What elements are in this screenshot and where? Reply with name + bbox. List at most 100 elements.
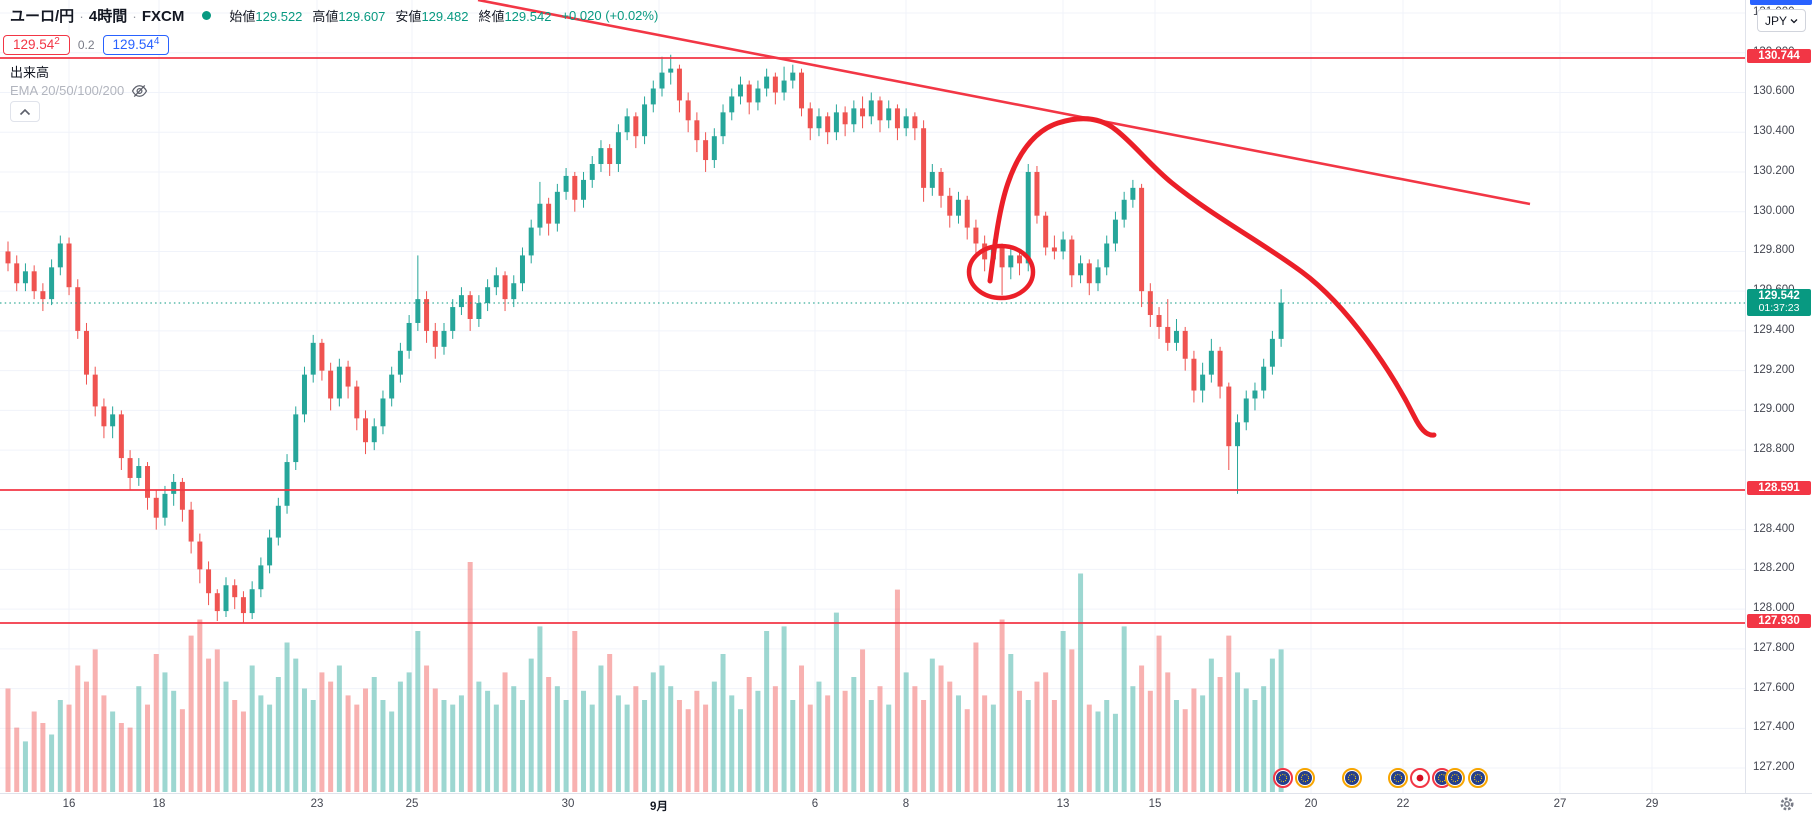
time-tick-label: 8 xyxy=(902,798,910,810)
price-tick-label: 129.000 xyxy=(1753,403,1795,416)
volume-bar xyxy=(1226,635,1232,792)
price-line-label[interactable]: 130.744 xyxy=(1747,49,1811,63)
symbol-title[interactable]: ユーロ/円 · 4時間 · FXCM xyxy=(10,7,185,25)
drawn-circle-annotation[interactable] xyxy=(966,243,1036,301)
volume-bar xyxy=(720,654,726,792)
volume-bar xyxy=(947,681,953,792)
candle-body xyxy=(171,481,177,494)
chevron-up-icon xyxy=(19,108,31,115)
volume-bar xyxy=(136,686,142,792)
volume-bar xyxy=(1025,700,1031,792)
eye-off-icon[interactable] xyxy=(131,84,148,98)
volume-bar xyxy=(101,695,107,792)
market-status-dot[interactable] xyxy=(202,10,212,20)
price-change: +0.020 (+0.02%) xyxy=(561,7,659,23)
candle-body xyxy=(1252,390,1258,399)
collapse-legend-button[interactable] xyxy=(10,101,40,122)
volume-bar xyxy=(903,672,909,792)
volume-bar xyxy=(476,681,482,792)
event-icon-eu[interactable] xyxy=(1388,768,1408,788)
price-line-label[interactable]: 128.591 xyxy=(1747,481,1811,495)
current-price-label[interactable]: 129.542 01:37:23 xyxy=(1747,289,1811,316)
event-icon-eu[interactable] xyxy=(1273,768,1293,788)
chart-header: ユーロ/円 · 4時間 · FXCM 始値129.522 高値129.607 安… xyxy=(10,4,658,26)
volume-bars xyxy=(5,562,1284,792)
event-icon-eu[interactable] xyxy=(1468,768,1488,788)
volume-bar xyxy=(22,741,28,792)
volume-bar xyxy=(685,709,691,792)
price-tick-label: 130.200 xyxy=(1753,164,1795,177)
event-icon-eu[interactable] xyxy=(1295,768,1315,788)
candle-body xyxy=(450,307,456,331)
candle-body xyxy=(1008,255,1014,268)
ask-price-button[interactable]: 129.544 xyxy=(102,35,170,55)
volume-bar xyxy=(807,704,813,792)
candle-body xyxy=(397,350,403,375)
descending-trendline[interactable] xyxy=(477,0,1531,206)
price-axis[interactable]: 131.000130.800130.600130.400130.200130.0… xyxy=(1745,0,1812,793)
candle-body xyxy=(110,414,116,427)
drawn-curve-arrow[interactable] xyxy=(987,116,1437,438)
volume-bar xyxy=(781,626,787,792)
candle-body xyxy=(371,426,377,443)
candle-body xyxy=(1208,350,1214,375)
candle-body xyxy=(354,386,360,419)
candle-body xyxy=(1269,338,1275,367)
candle-body xyxy=(14,263,20,284)
candle-body xyxy=(1017,255,1023,264)
candle-body xyxy=(1025,171,1031,264)
economic-event-icons[interactable] xyxy=(1273,768,1488,788)
bid-price-button[interactable]: 129.542 xyxy=(3,35,70,55)
event-icon-jp[interactable] xyxy=(1410,768,1430,788)
price-tick-label: 129.400 xyxy=(1753,323,1795,336)
candle-body xyxy=(825,116,831,133)
event-icon-eu[interactable] xyxy=(1342,768,1362,788)
time-axis[interactable]: 16 18 23 25 30 9月 6 8 13 15 20 22 27 29 xyxy=(0,793,1812,815)
time-tick-label: 20 xyxy=(1304,798,1318,810)
axis-settings-gear-icon[interactable] xyxy=(1776,795,1798,813)
candle-body xyxy=(1078,263,1084,276)
volume-bar xyxy=(1182,709,1188,792)
event-icon-eu[interactable] xyxy=(1445,768,1465,788)
title-separator: · xyxy=(79,8,84,24)
volume-bar xyxy=(267,704,273,792)
ohlc-values: 始値129.522 高値129.607 安値129.482 終値129.542 … xyxy=(229,7,659,24)
volume-bar xyxy=(1261,686,1267,792)
volume-bar xyxy=(772,686,778,792)
candle-body xyxy=(284,462,290,506)
ema-study-label[interactable]: EMA 20/50/100/200 xyxy=(10,83,148,98)
volume-bar xyxy=(328,681,334,792)
volume-bar xyxy=(92,649,98,792)
volume-bar xyxy=(711,681,717,792)
volume-bar xyxy=(406,672,412,792)
candle-body xyxy=(860,108,866,117)
volume-bar xyxy=(973,642,979,792)
horizontal-price-lines[interactable] xyxy=(0,57,1745,624)
candle-body xyxy=(833,112,839,133)
candle-body xyxy=(162,493,168,518)
currency-unit-button[interactable]: JPY xyxy=(1757,9,1806,32)
candle-body xyxy=(729,96,735,113)
price-line-label[interactable]: 127.930 xyxy=(1747,614,1811,628)
volume-bar xyxy=(581,690,587,792)
candle-body xyxy=(607,148,613,165)
candle-body xyxy=(912,116,918,129)
volume-bar xyxy=(990,704,996,792)
volume-bar xyxy=(598,665,604,792)
candle-body xyxy=(57,243,63,268)
candle-body xyxy=(781,80,787,93)
candle-body xyxy=(92,374,98,407)
volume-bar xyxy=(790,700,796,792)
volume-bar xyxy=(293,658,299,792)
volume-bar xyxy=(737,709,743,792)
candle-body xyxy=(476,303,482,319)
volume-bar xyxy=(860,649,866,792)
volume-bar xyxy=(83,681,89,792)
volume-study-label[interactable]: 出来高 xyxy=(10,65,50,80)
candle-body xyxy=(528,227,534,256)
price-tick-label: 128.000 xyxy=(1753,602,1795,615)
candle-body xyxy=(389,374,395,399)
volume-bar xyxy=(746,677,752,792)
hand-drawn-annotations[interactable] xyxy=(477,0,1531,438)
